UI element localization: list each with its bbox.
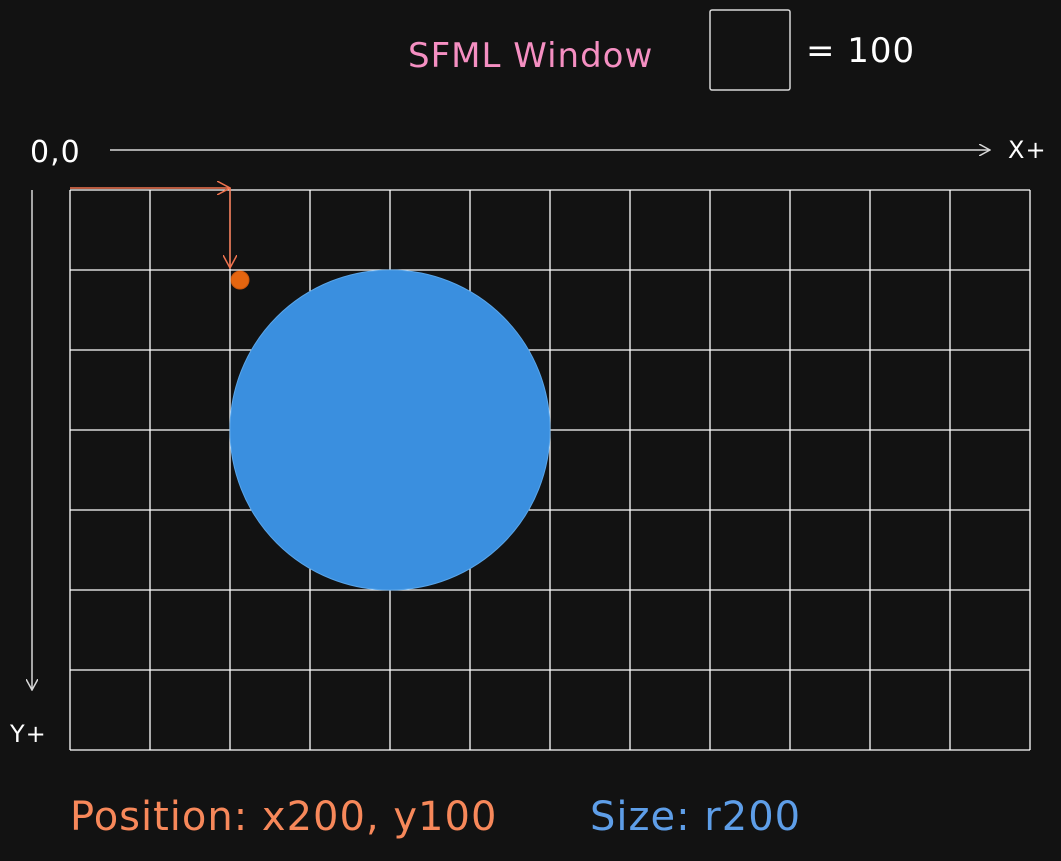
y-axis-label: Y+ — [9, 720, 47, 748]
size-caption: Size: r200 — [590, 794, 801, 840]
window-grid — [69, 189, 1031, 751]
position-marker — [230, 270, 250, 290]
scale-legend-text: = 100 — [806, 31, 915, 71]
window-title: SFML Window — [408, 36, 653, 76]
x-axis-label: X+ — [1008, 136, 1047, 164]
position-caption: Position: x200, y100 — [70, 794, 497, 840]
scale-legend-box — [709, 9, 791, 91]
origin-label: 0,0 — [30, 135, 81, 170]
circle-shape — [229, 269, 551, 591]
